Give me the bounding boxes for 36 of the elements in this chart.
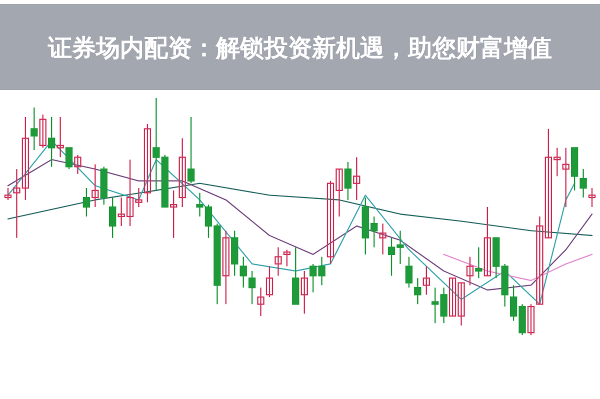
candlestick [4,187,12,201]
candlestick [74,154,82,174]
candlestick [527,304,535,336]
candlestick [108,196,116,238]
chart-title: 证券场内配资：解锁投资新机遇，助您财富增值 [47,34,552,62]
candlestick [414,278,422,305]
candlestick [344,161,352,201]
candlestick [466,256,474,286]
candlestick [170,190,178,238]
candlestick [56,116,64,158]
candlestick [187,116,195,184]
candlestick [82,187,90,218]
candlestick [300,270,308,314]
candlestick [353,156,360,201]
candlestick [30,106,38,151]
candlestick [144,123,152,203]
candlestick [48,116,56,168]
candlestick [178,138,186,208]
candlestick [422,266,430,296]
candlestick [248,270,256,305]
candlestick [222,230,230,305]
candlestick [257,287,264,317]
candlestick [484,206,492,276]
candlestick [405,256,413,288]
candlestick [283,249,291,267]
candlestick [274,246,282,276]
candlestick [379,223,386,256]
candlestick [65,147,73,170]
candlestick [475,246,482,279]
candlestick [240,256,247,288]
candlestick [266,266,274,298]
candlestick [588,187,596,208]
candlestick [92,164,99,208]
candlestick [562,147,570,208]
candlestick [580,168,587,198]
candlestick [39,114,46,148]
